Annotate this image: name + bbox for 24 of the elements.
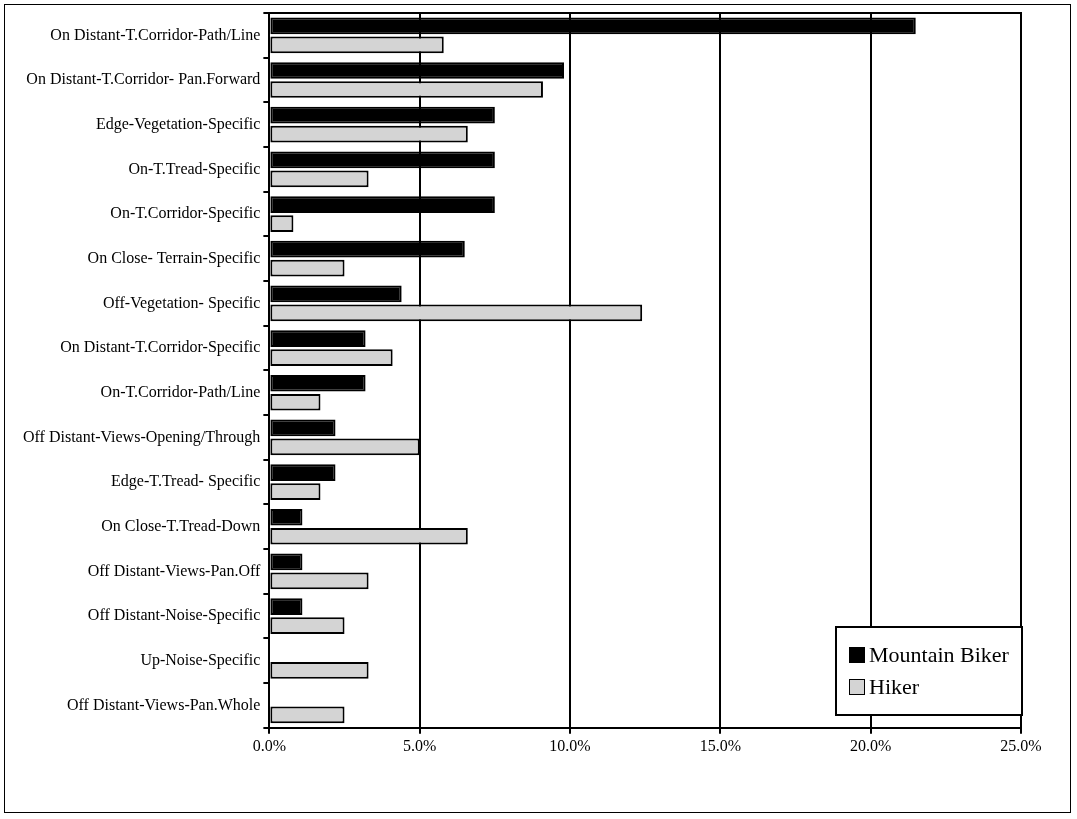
x-tick-label: 5.0%	[403, 736, 437, 754]
y-tick-label: Off Distant-Views-Pan.Off	[87, 561, 262, 579]
legend-label: Hiker	[869, 673, 920, 700]
y-tick-label: Edge-T.Tread- Specific	[111, 472, 261, 491]
y-tick-label: On Close- Terrain-Specific	[87, 248, 261, 267]
y-tick-label: Off-Vegetation- Specific	[102, 293, 261, 312]
y-tick-label: On Distant-T.Corridor-Path/Line	[50, 25, 261, 43]
y-tick-label: Up-Noise-Specific	[140, 650, 261, 669]
y-tick-label: On Close-T.Tread-Down	[101, 516, 261, 534]
x-tick-label: 10.0%	[549, 736, 591, 754]
y-tick-label: On-T.Tread-Specific	[128, 159, 261, 178]
y-tick-label: On-T.Corridor-Path/Line	[100, 382, 261, 400]
legend-label: Mountain Biker	[869, 641, 1009, 668]
x-tick-label: 15.0%	[699, 736, 742, 754]
y-tick-label: Edge-Vegetation-Specific	[95, 114, 261, 133]
y-tick-label: On Distant-T.Corridor-Specific	[60, 338, 261, 357]
y-tick-label: Off Distant-Noise-Specific	[87, 606, 261, 625]
y-tick-label: On Distant-T.Corridor- Pan.Forward	[26, 70, 261, 88]
x-tick-label: 25.0%	[1000, 736, 1042, 754]
x-tick-label: 20.0%	[850, 736, 892, 754]
y-tick-label: On-T.Corridor-Specific	[110, 204, 261, 223]
x-tick-label: 0.0%	[252, 736, 287, 754]
y-tick-label: Off Distant-Views-Opening/Through	[22, 427, 261, 446]
y-tick-label: Off Distant-Views-Pan.Whole	[66, 695, 261, 713]
